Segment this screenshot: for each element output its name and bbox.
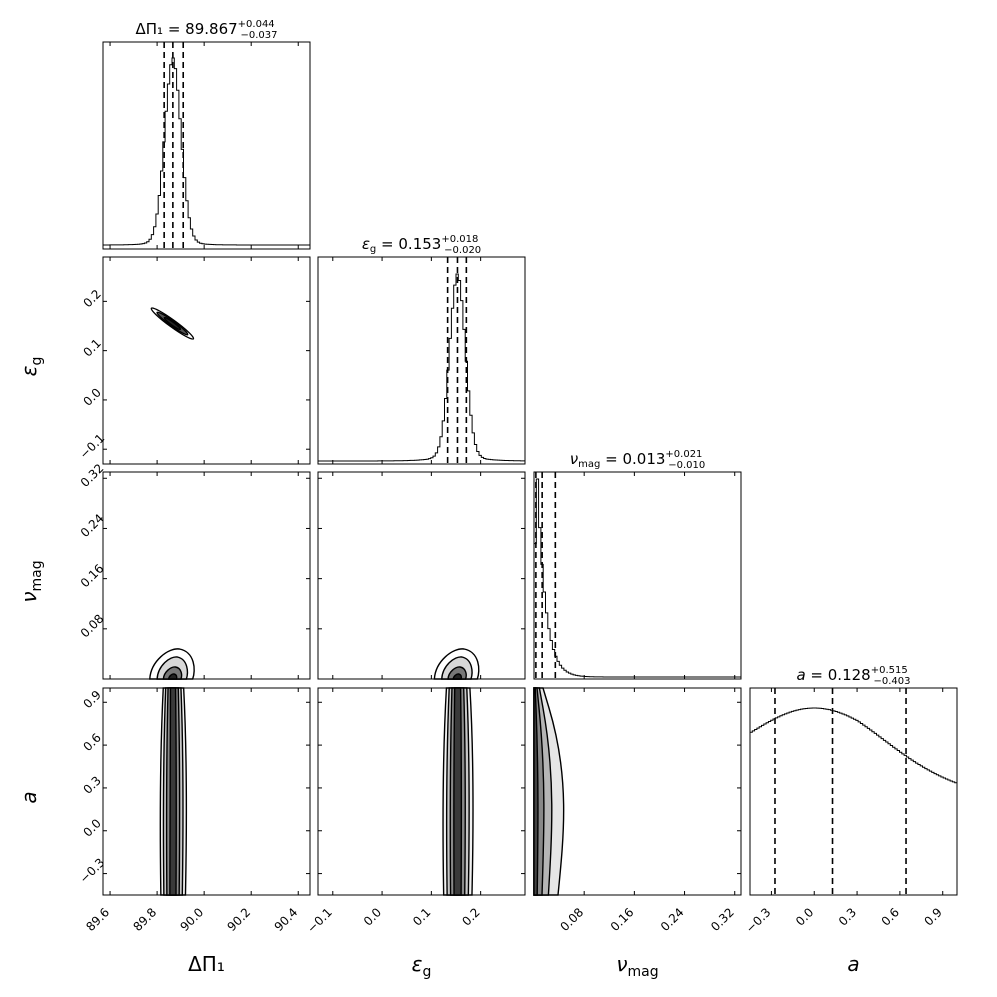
x-tick-label: 90.2: [225, 905, 254, 934]
panel-frame: [102, 687, 311, 896]
panel-a-nu: [533, 687, 742, 896]
panel-title-dpi: ΔΠ₁ = 89.867+0.044 −0.037: [136, 19, 278, 41]
panel-frame: [317, 256, 526, 465]
x-tick-label: 0.24: [658, 905, 687, 934]
panel-frame: [102, 41, 311, 250]
x-tick-label: 0.9: [921, 905, 944, 928]
contour-level: [452, 673, 463, 680]
x-tick-label: 90.0: [177, 905, 206, 934]
contour-level: [453, 687, 463, 896]
contour-level: [169, 687, 177, 896]
panel-title-nu: νmag = 0.013+0.021 −0.010: [570, 449, 705, 471]
y-axis-label-a: a: [17, 791, 41, 803]
panel-title-a: a = 0.128+0.515 −0.403: [796, 665, 910, 687]
histogram-dpi: [103, 57, 310, 246]
y-tick-label: 0.24: [78, 511, 107, 540]
y-tick-label: 0.2: [80, 287, 103, 310]
y-tick-label: 0.32: [78, 461, 107, 490]
y-tick-label: 0.3: [80, 773, 103, 796]
y-tick-label: 0.6: [80, 731, 103, 754]
x-tick-label: 0.16: [608, 905, 637, 934]
y-tick-label: 0.08: [78, 612, 107, 641]
x-axis-label-a: a: [847, 952, 859, 976]
panel-frame: [102, 471, 311, 680]
panel-nu-dpi: [102, 471, 311, 680]
panel-nu-nu: νmag = 0.013+0.021 −0.010: [533, 449, 742, 680]
y-tick-label: 0.0: [80, 385, 103, 408]
x-axis-label-dpi: ΔΠ₁: [188, 952, 225, 976]
panel-dpi-dpi: ΔΠ₁ = 89.867+0.044 −0.037: [102, 19, 311, 250]
panel-frame: [749, 687, 958, 896]
y-tick-label: 0.0: [80, 816, 103, 839]
y-axis-label-eps: εg: [17, 357, 45, 377]
x-tick-label: 0.32: [708, 905, 737, 934]
contour-level: [533, 687, 539, 896]
x-tick-label: 89.8: [130, 905, 159, 934]
panel-nu-eps: [317, 471, 526, 680]
histogram-a: [750, 707, 957, 784]
x-tick-label: 90.4: [272, 905, 301, 934]
x-tick-label: 0.6: [879, 905, 902, 928]
panel-a-dpi: [102, 687, 311, 896]
panel-frame: [533, 471, 742, 680]
panel-frame: [533, 687, 742, 896]
y-axis-label-nu: νmag: [17, 560, 45, 602]
contour-level: [163, 316, 182, 331]
x-tick-label: 0.0: [361, 905, 384, 928]
x-tick-label: 0.3: [836, 905, 859, 928]
y-tick-label: 0.16: [78, 561, 107, 590]
panel-frame: [317, 471, 526, 680]
contour-level: [150, 307, 195, 340]
y-tick-label: 0.1: [80, 336, 103, 359]
panel-frame: [102, 256, 311, 465]
x-tick-label: −0.3: [743, 905, 774, 936]
x-tick-label: 0.0: [793, 905, 816, 928]
x-tick-label: −0.1: [304, 905, 335, 936]
panel-title-eps: εg = 0.153+0.018 −0.020: [362, 234, 481, 256]
x-axis-label-nu: νmag: [616, 952, 658, 980]
panel-eps-dpi: [102, 256, 311, 465]
histogram-nu: [534, 478, 741, 678]
x-tick-label: 89.6: [83, 905, 112, 934]
x-tick-label: 0.1: [410, 905, 433, 928]
x-tick-label: 0.08: [558, 905, 587, 934]
panel-frame: [317, 687, 526, 896]
panel-a-a: a = 0.128+0.515 −0.403: [749, 665, 958, 896]
panel-a-eps: [317, 687, 526, 896]
y-tick-label: 0.9: [80, 688, 103, 711]
histogram-eps: [318, 273, 525, 462]
panel-eps-eps: εg = 0.153+0.018 −0.020: [317, 234, 526, 465]
x-axis-label-eps: εg: [412, 952, 432, 980]
x-tick-label: 0.2: [459, 905, 482, 928]
contour-level: [167, 673, 178, 680]
